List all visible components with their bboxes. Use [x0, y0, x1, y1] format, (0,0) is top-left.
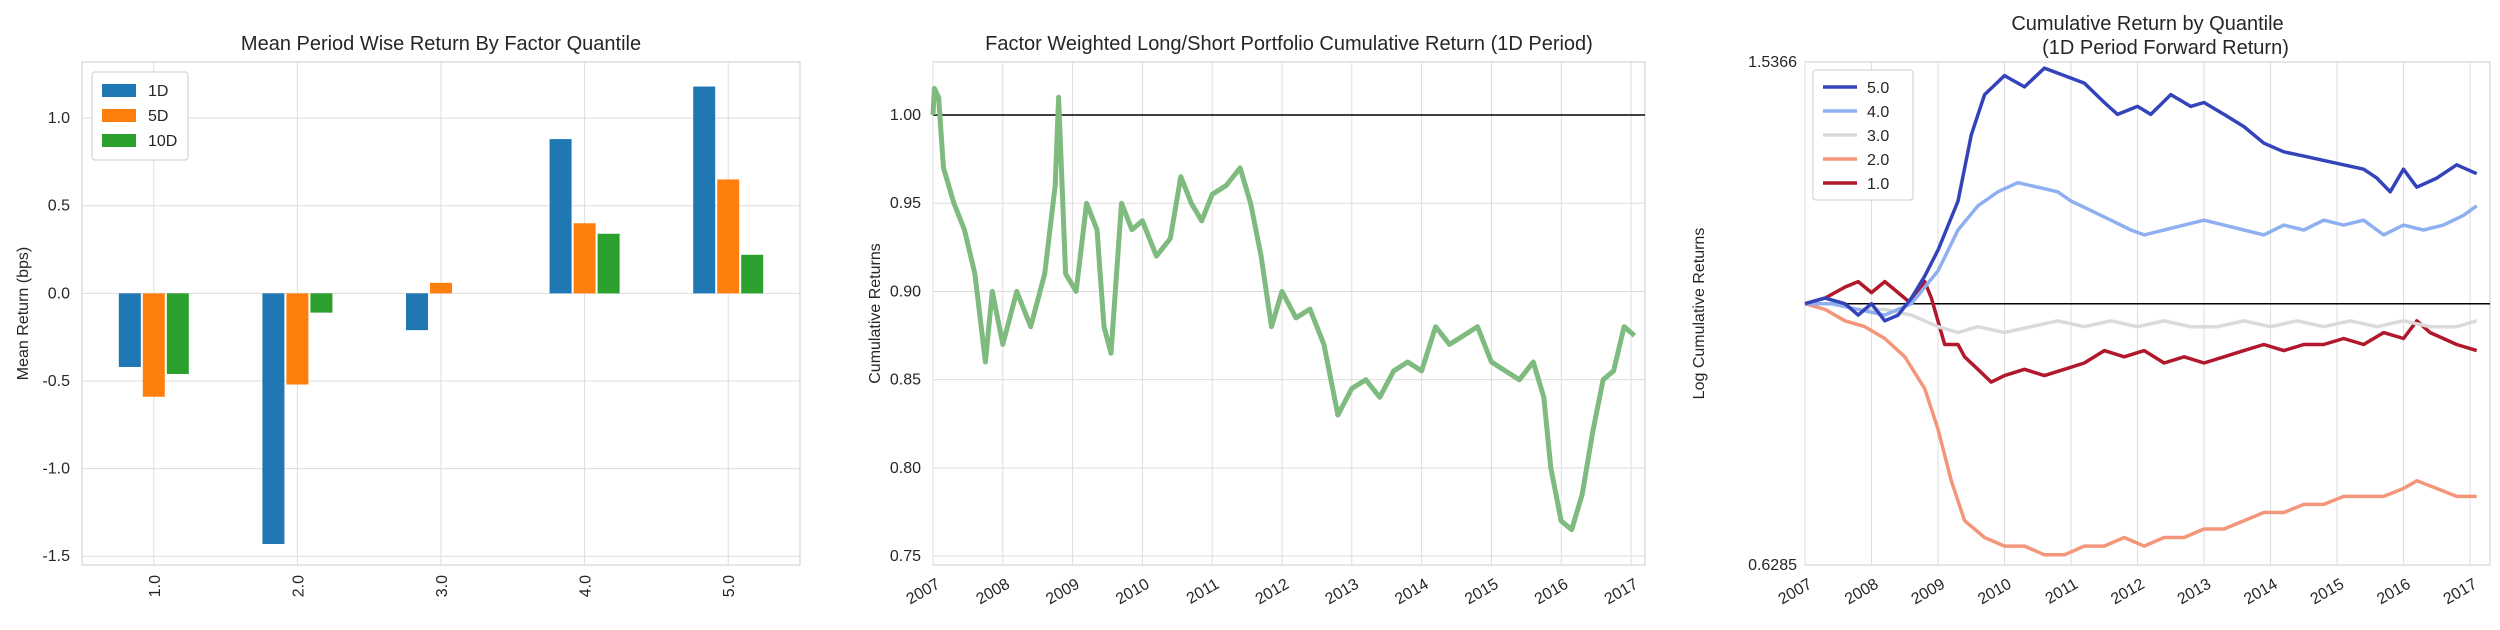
bar-mark — [310, 293, 333, 313]
quantile-legend-label: 1.0 — [1867, 176, 1889, 193]
bar-legend-label: 10D — [148, 133, 177, 150]
line-x-tick-label: 2014 — [1392, 576, 1431, 609]
bar-chart-title: Mean Period Wise Return By Factor Quanti… — [241, 33, 641, 55]
bar-legend-swatch — [102, 134, 136, 147]
bar-mark — [741, 254, 764, 294]
bar-legend: 1D 5D 10D — [91, 71, 189, 161]
line-y-tick-label: 1.00 — [890, 107, 921, 124]
bar-legend-swatch — [102, 109, 136, 122]
bar-x-tick-label: 1.0 — [147, 575, 164, 597]
bar-y-tick-label: -1.5 — [42, 548, 70, 565]
quantile-x-tick-label: 2016 — [2374, 576, 2413, 609]
line-x-tick-label: 2015 — [1462, 576, 1501, 609]
bar-x-tick-label: 2.0 — [290, 575, 307, 597]
quantile-y-tick-label: 1.5366 — [1748, 54, 1797, 71]
line-series-path — [930, 86, 1637, 533]
line-y-axis-label: Cumulative Returns — [867, 243, 884, 384]
bar-y-tick-label: -1.0 — [42, 461, 70, 478]
bar-legend-label: 5D — [148, 108, 168, 125]
bar-y-axis-label: Mean Return (bps) — [15, 247, 32, 380]
line-x-tick-label: 2009 — [1043, 576, 1082, 609]
quantile-legend-box — [1812, 69, 1914, 201]
bar-y-tick-label: 0.5 — [48, 198, 70, 215]
bar-chart: -1.5 -1.0 -0.5 0.0 0.5 1.0 1.0 2.0 3.0 4.0 5.0 Mean… — [15, 33, 801, 597]
bar-mark — [118, 293, 141, 367]
quantile-x-tick-label: 2008 — [1842, 576, 1881, 609]
line-x-tick-label: 2008 — [973, 576, 1012, 609]
quantile-legend: 5.0 4.0 3.0 2.0 1.0 — [1812, 69, 1914, 201]
line-x-tick-label: 2010 — [1113, 576, 1152, 609]
line-y-tick-label: 0.95 — [890, 195, 921, 212]
quantile-legend-label: 5.0 — [1867, 80, 1889, 97]
line-y-tick-label: 0.80 — [890, 460, 921, 477]
bar-mark — [693, 86, 716, 294]
bar-x-tick-label: 3.0 — [434, 575, 451, 597]
bar-mark — [262, 293, 285, 544]
bar-mark — [406, 293, 428, 331]
bar-legend-label: 1D — [148, 83, 168, 100]
line-x-tick-label: 2011 — [1184, 576, 1222, 608]
bar-mark — [573, 223, 596, 294]
quantile-legend-label: 3.0 — [1867, 128, 1889, 145]
quantile-x-tick-label: 2011 — [2043, 576, 2081, 608]
bar-mark — [430, 282, 452, 294]
bar-mark — [286, 293, 309, 385]
quantile-chart-frame — [1804, 61, 2491, 566]
line-chart-frame — [932, 61, 1646, 566]
bar-mark — [717, 179, 740, 294]
bar-y-tick-label: 0.0 — [48, 285, 70, 302]
quantile-chart-title: Cumulative Return by Quantile — [2011, 13, 2283, 35]
bar-mark — [166, 293, 189, 374]
quantile-y-axis-label: Log Cumulative Returns — [1691, 228, 1708, 400]
bar-x-tick-label: 5.0 — [721, 575, 738, 597]
quantile-chart: 0.6285 1.5366 2007 2008 2009 2010 2011 2012 2013… — [1691, 13, 2491, 609]
quantile-x-tick-label: 2017 — [2441, 576, 2480, 609]
line-y-tick-label: 0.75 — [890, 548, 921, 565]
line-chart: 0.75 0.80 0.85 0.90 0.95 1.00 2007 2008 2009 2010… — [867, 33, 1646, 609]
line-x-tick-label: 2012 — [1253, 576, 1292, 609]
line-chart-title: Factor Weighted Long/Short Portfolio Cum… — [985, 33, 1593, 55]
line-x-tick-label: 2017 — [1602, 576, 1641, 609]
bar-y-tick-label: -0.5 — [42, 373, 70, 390]
quantile-y-tick-label: 0.6285 — [1748, 557, 1797, 574]
quantile-series-path — [1805, 301, 2478, 335]
line-x-tick-label: 2016 — [1532, 576, 1571, 609]
quantile-x-tick-label: 2013 — [2175, 576, 2214, 609]
quantile-chart-subtitle: (1D Period Forward Return) — [2042, 37, 2289, 59]
quantile-legend-label: 2.0 — [1867, 152, 1889, 169]
line-x-tick-label: 2013 — [1322, 576, 1361, 609]
bar-x-tick-label: 4.0 — [578, 575, 595, 597]
quantile-x-tick-label: 2010 — [1975, 576, 2014, 609]
bar-legend-swatch — [102, 84, 136, 97]
line-y-tick-label: 0.85 — [890, 372, 921, 389]
line-y-tick-label: 0.90 — [890, 283, 921, 300]
quantile-legend-label: 4.0 — [1867, 104, 1889, 121]
quantile-series-path — [1804, 279, 2478, 384]
quantile-series-path — [1804, 302, 2477, 557]
quantile-x-tick-label: 2012 — [2108, 576, 2147, 609]
quantile-x-tick-label: 2015 — [2308, 576, 2347, 609]
bar-mark — [597, 233, 620, 294]
line-x-tick-label: 2007 — [904, 576, 943, 609]
quantile-x-tick-label: 2014 — [2241, 576, 2280, 609]
bar-mark — [142, 293, 165, 397]
bar-y-tick-label: 1.0 — [48, 110, 70, 127]
quantile-x-tick-label: 2009 — [1909, 576, 1948, 609]
bar-mark — [549, 139, 572, 294]
quantile-x-tick-label: 2007 — [1776, 576, 1815, 609]
quantile-series-path — [1805, 180, 2478, 317]
quantile-series-path — [1804, 66, 2478, 323]
